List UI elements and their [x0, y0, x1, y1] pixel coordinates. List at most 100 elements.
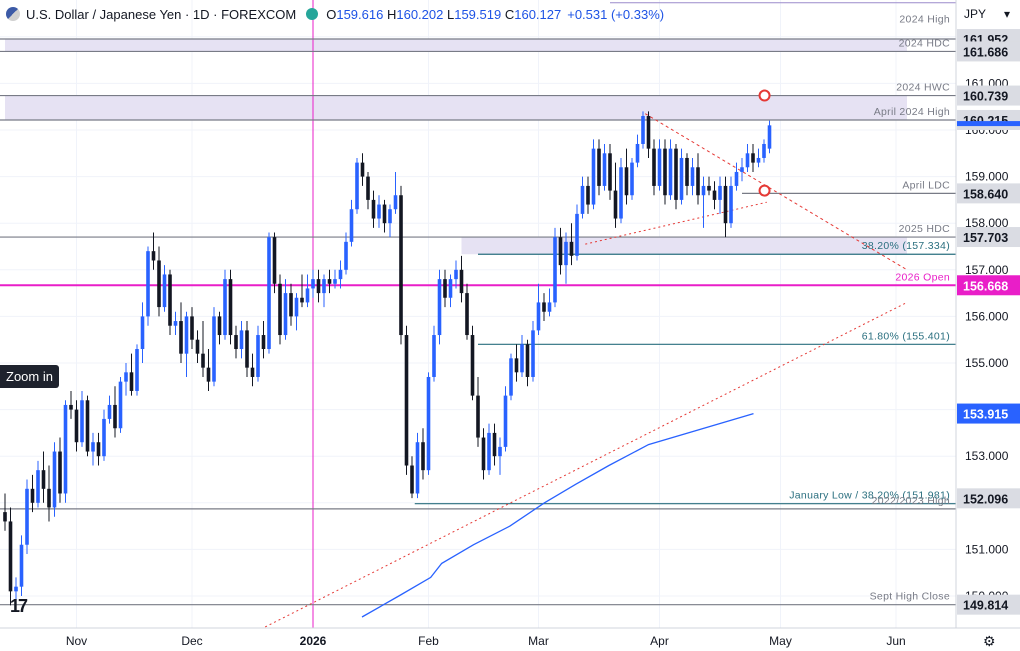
candle-body [393, 195, 398, 210]
candle [377, 195, 381, 228]
price-tick-label: 159.000 [965, 170, 1009, 184]
candle [723, 176, 728, 238]
candle [360, 153, 365, 186]
candle [289, 283, 293, 326]
level-marker [758, 89, 771, 102]
level-label: 2026 Open [895, 271, 950, 283]
candle [96, 432, 101, 466]
candle [663, 139, 667, 205]
candle-body [234, 335, 238, 350]
candle [173, 311, 178, 336]
candle [256, 325, 260, 382]
candle-body [344, 241, 348, 270]
candle-body [597, 148, 601, 186]
candle-body [36, 470, 40, 503]
market-open-dot-icon [306, 8, 319, 20]
candle [36, 460, 40, 508]
candle [344, 232, 348, 275]
candle [404, 325, 409, 475]
candle [245, 321, 249, 377]
candle-body [245, 330, 249, 368]
price-tick-label: 158.000 [965, 216, 1009, 230]
candle [261, 321, 266, 359]
candle [349, 199, 354, 247]
candle [316, 269, 321, 303]
candle [415, 432, 420, 499]
candle-body [443, 279, 447, 298]
candle [481, 428, 486, 480]
candle [382, 199, 387, 233]
candle [107, 395, 112, 424]
candle [278, 274, 282, 345]
candle [696, 153, 700, 205]
candle-body [459, 269, 464, 294]
candle [437, 269, 442, 345]
candle-body [575, 213, 579, 256]
candle [91, 432, 95, 466]
candle [157, 246, 161, 317]
candle [459, 255, 464, 303]
candle [646, 111, 651, 158]
candle [756, 148, 761, 168]
candle-body [602, 153, 607, 186]
candle-body [624, 167, 629, 196]
candle-body [751, 153, 755, 163]
candle-body [646, 116, 651, 149]
candle-body [289, 293, 293, 317]
chevron-down-icon: ▾ [1003, 7, 1010, 21]
candle [432, 325, 436, 382]
trendline [224, 301, 908, 648]
candle-body [663, 148, 667, 196]
candle-body [14, 586, 18, 592]
candle-body [740, 167, 744, 172]
price-badge: 161.686 [963, 45, 1008, 59]
symbol-title[interactable]: U.S. Dollar / Japanese Yen · 1D · FOREXC… [26, 6, 297, 22]
candle [498, 437, 502, 475]
candle [102, 409, 106, 461]
candle-body [217, 316, 222, 336]
ma-badge: 153.915 [963, 408, 1008, 422]
candle-body [129, 372, 134, 391]
candle [217, 311, 222, 345]
candle [608, 143, 612, 200]
chart-header: U.S. Dollar / Japanese Yen · 1D · FOREXC… [0, 0, 664, 28]
candle-body [652, 148, 656, 186]
candle-body [19, 544, 24, 587]
candle-body [239, 330, 244, 350]
time-tick-label: Jun [886, 634, 905, 648]
candle-body [432, 335, 436, 377]
candle [25, 479, 29, 555]
time-tick-label: 2026 [300, 634, 327, 648]
candle-body [767, 125, 772, 149]
moving-average [361, 412, 754, 618]
level-label: 61.80% (155.401) [862, 330, 950, 342]
candle [448, 274, 453, 308]
candle [657, 139, 662, 191]
candle-body [580, 185, 585, 214]
candle [503, 386, 508, 452]
ma-line [361, 412, 754, 618]
level-label: Sept High Close [870, 591, 950, 603]
price-badge-bg [957, 227, 1020, 248]
settings-gear-icon[interactable]: ⚙ [983, 633, 996, 649]
candle-body [723, 185, 728, 224]
candle-body [591, 148, 596, 205]
candle [674, 143, 678, 210]
candle-body [366, 176, 370, 200]
candle [701, 176, 706, 228]
candle [421, 428, 425, 480]
candle [338, 260, 343, 289]
price-tick-label: 155.000 [965, 356, 1009, 370]
zoom-in-button[interactable]: Zoom in [0, 365, 59, 388]
candle-body [613, 190, 618, 219]
candle [63, 400, 68, 503]
price-badge-bg [957, 594, 1020, 615]
currency-selector[interactable]: JPY ▾ [958, 3, 1016, 25]
candle [690, 157, 695, 196]
candle-body [272, 237, 277, 284]
candle [223, 269, 227, 340]
candle [410, 456, 414, 499]
candle [294, 293, 299, 331]
candle-body [80, 400, 84, 443]
